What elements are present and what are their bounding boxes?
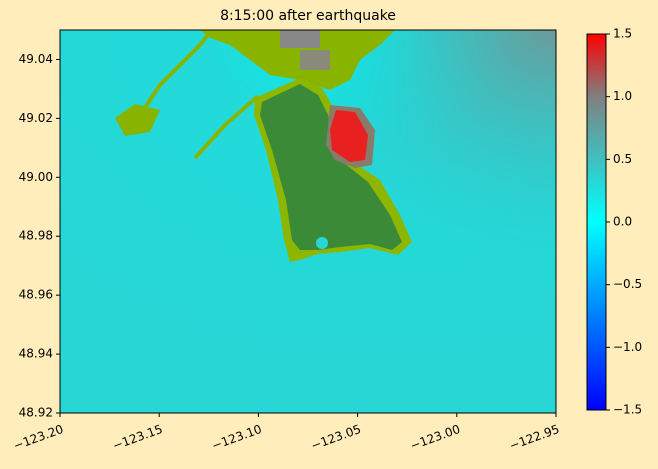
colorbar-tick-label: 0.5	[613, 152, 632, 166]
y-tick-label: 48.92	[19, 406, 53, 420]
colorbar-tick-label: 0.0	[613, 215, 632, 229]
y-tick-label: 49.00	[19, 170, 53, 184]
plot-frame	[59, 29, 557, 414]
colorbar-tick-label: −0.5	[613, 277, 642, 291]
colorbar-tick-label: −1.5	[613, 403, 642, 417]
y-tick-label: 48.96	[19, 288, 53, 302]
map-image	[60, 30, 556, 413]
x-tick-label: −123.20	[12, 422, 66, 453]
colorbar	[586, 33, 607, 411]
chart-title: 8:15:00 after earthquake	[220, 8, 396, 24]
colorbar-tick-label: 1.0	[613, 89, 632, 103]
x-tick-label: −123.05	[309, 422, 363, 453]
x-tick-label: −123.00	[408, 422, 462, 453]
x-tick-label: −122.95	[508, 422, 562, 453]
y-tick-label: 48.98	[19, 229, 53, 243]
y-tick-label: 49.02	[19, 111, 53, 125]
colorbar-tick-label: −1.0	[613, 340, 642, 354]
colorbar-tick-label: 1.5	[613, 27, 632, 41]
y-tick-label: 48.94	[19, 347, 53, 361]
x-tick-label: −123.15	[111, 422, 165, 453]
x-tick-label: −123.10	[210, 422, 264, 453]
y-tick-label: 49.04	[19, 52, 53, 66]
